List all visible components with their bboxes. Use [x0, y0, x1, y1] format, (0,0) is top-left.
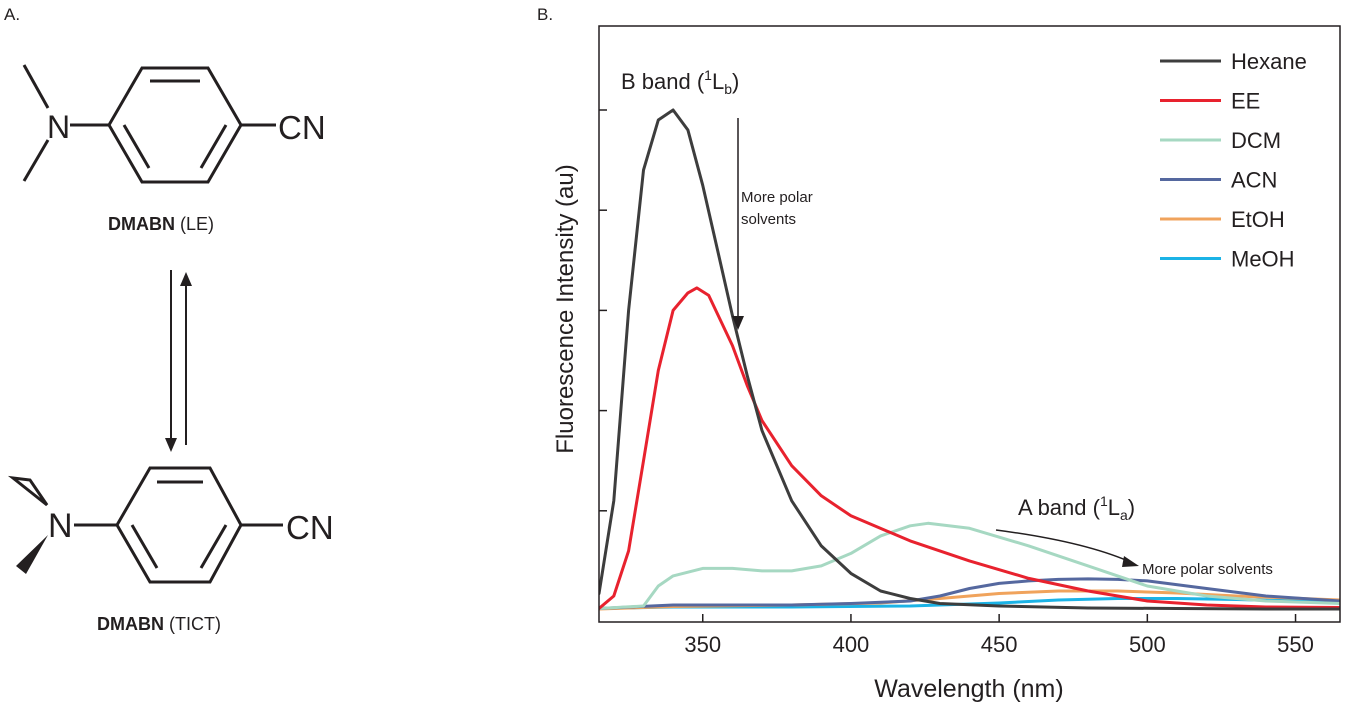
dmabn-le-caption: DMABN (LE) — [108, 214, 214, 234]
b-band-close: ) — [732, 69, 739, 94]
series-line-hexane — [599, 108, 1340, 611]
a-band-sub: a — [1120, 507, 1128, 523]
b-band-annotation: B band (1Lb) — [621, 67, 739, 97]
a-band-main: L — [1108, 495, 1120, 520]
series-line-acn — [599, 577, 1340, 610]
legend-label-dcm: DCM — [1231, 128, 1281, 153]
bottom-cn-label: CN — [286, 509, 334, 546]
y-ticks — [599, 109, 607, 512]
polar-trend-arrowhead-a — [1122, 556, 1139, 567]
b-band-main: L — [712, 69, 724, 94]
legend-label-acn: ACN — [1231, 168, 1277, 193]
legend-label-meoh: MeOH — [1231, 247, 1295, 272]
le-suffix: (LE) — [175, 214, 214, 234]
a-band-sup: 1 — [1100, 493, 1108, 509]
dmabn-tict-structure — [7, 466, 283, 584]
x-tick-label: 350 — [684, 632, 721, 657]
polar-label-b-line1: More polar — [741, 189, 813, 206]
dmabn-tict-caption: DMABN (TICT) — [97, 614, 221, 634]
panel-a-label: A. — [4, 5, 20, 24]
polar-label-a: More polar solvents — [1142, 561, 1273, 578]
hashed-wedge-outline — [7, 475, 49, 507]
legend: Hexane EE DCM ACN EtOH MeOH — [1160, 49, 1307, 272]
equilibrium-arrows — [165, 270, 192, 452]
panel-a: A. N CN DMABN (LE) — [4, 5, 334, 634]
legend-label-ee: EE — [1231, 89, 1260, 114]
x-tick-label: 400 — [833, 632, 870, 657]
solid-wedge — [16, 535, 48, 574]
series-line-dcm — [599, 521, 1340, 610]
bottom-nitrogen-label: N — [48, 507, 73, 545]
panel-b: B. Wavelength (nm) Fluorescence Intensit… — [537, 5, 1341, 703]
ring-double-bond-left-tict — [130, 524, 159, 569]
plot-frame — [598, 25, 1341, 623]
x-tick-label: 550 — [1277, 632, 1314, 657]
legend-label-etoh: EtOH — [1231, 207, 1285, 232]
x-axis-label: Wavelength (nm) — [874, 675, 1063, 703]
tict-name: DMABN — [97, 614, 164, 634]
ring-double-bond-right — [199, 124, 228, 169]
b-band-prefix: B band ( — [621, 69, 705, 94]
chart-area — [599, 108, 1340, 611]
tict-suffix: (TICT) — [164, 614, 221, 634]
polar-label-b-line2: solvents — [741, 211, 796, 228]
ring-double-bond-left — [122, 124, 151, 169]
panel-b-label: B. — [537, 5, 553, 24]
a-band-close: ) — [1128, 495, 1135, 520]
methyl-bond-lower — [22, 139, 50, 182]
legend-label-hexane: Hexane — [1231, 49, 1307, 74]
a-band-annotation: A band (1La) — [1018, 493, 1135, 523]
x-tick-label: 500 — [1129, 632, 1166, 657]
polar-trend-arrowhead-b — [732, 316, 744, 330]
top-cn-label: CN — [278, 109, 326, 146]
x-ticks: 350 400 450 500 550 — [684, 614, 1314, 657]
benzene-ring — [107, 66, 243, 184]
x-tick-label: 450 — [981, 632, 1018, 657]
ring-double-bond-right-tict — [199, 524, 228, 569]
series-line-ee — [599, 286, 1340, 610]
top-nitrogen-label: N — [47, 109, 70, 145]
y-axis-label: Fluorescence Intensity (au) — [552, 164, 579, 453]
dmabn-le-structure — [22, 64, 276, 184]
benzene-ring-tict — [115, 466, 243, 584]
polar-trend-arrow-a — [995, 529, 1129, 562]
b-band-sup: 1 — [704, 67, 712, 83]
reverse-arrowhead — [180, 272, 192, 286]
le-name: DMABN — [108, 214, 175, 234]
forward-arrowhead — [165, 438, 177, 452]
b-band-sub: b — [724, 81, 732, 97]
a-band-prefix: A band ( — [1018, 495, 1101, 520]
methyl-bond-upper — [22, 64, 50, 109]
